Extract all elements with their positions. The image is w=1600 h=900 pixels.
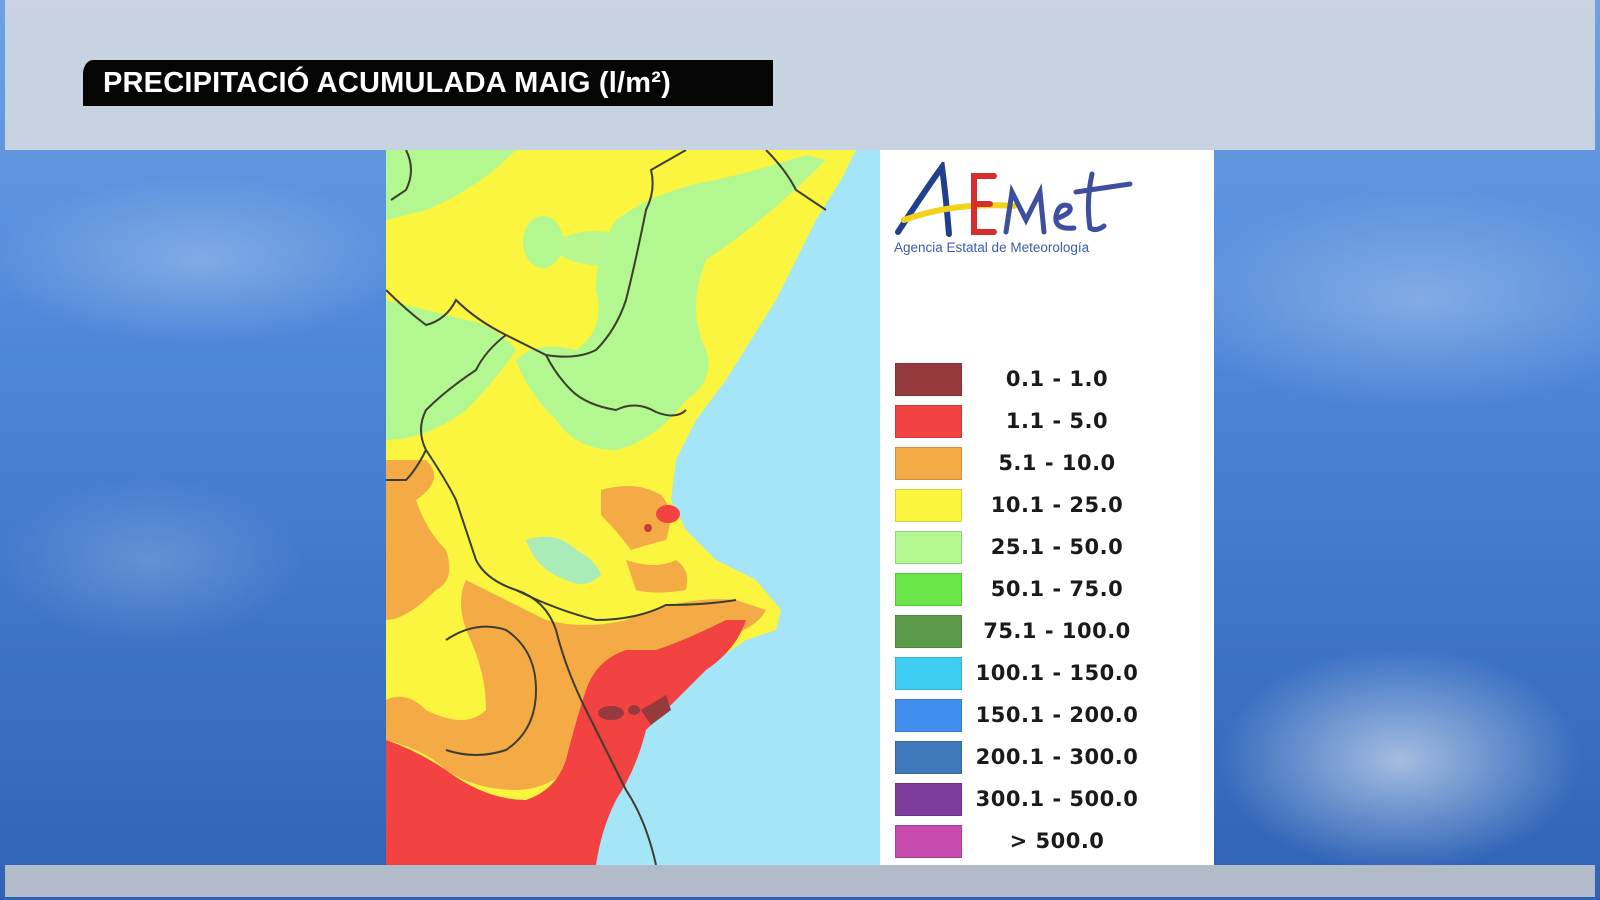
- legend-label: > 500.0: [1009, 829, 1105, 853]
- legend-item: 1.1 - 5.0: [895, 400, 1152, 442]
- legend-swatch: [895, 362, 962, 396]
- legend-swatch: [895, 404, 962, 438]
- precipitation-map: [386, 150, 880, 865]
- legend-label: 150.1 - 200.0: [975, 703, 1139, 727]
- legend-label: 1.1 - 5.0: [1005, 409, 1109, 433]
- legend-item: 25.1 - 50.0: [895, 526, 1152, 568]
- legend-swatch: [895, 656, 962, 690]
- footer-band: [5, 865, 1595, 897]
- aemet-subtitle: Agencia Estatal de Meteorología: [894, 240, 1090, 255]
- legend-item: 75.1 - 100.0: [895, 610, 1152, 652]
- legend-item: 300.1 - 500.0: [895, 778, 1152, 820]
- legend-label: 100.1 - 150.0: [975, 661, 1139, 685]
- legend-swatch: [895, 782, 962, 816]
- legend-label: 200.1 - 300.0: [975, 745, 1139, 769]
- legend-label: 50.1 - 75.0: [990, 577, 1124, 601]
- legend-swatch: [895, 740, 962, 774]
- legend: 0.1 - 1.0 1.1 - 5.0 5.1 - 10.0 10.1 - 25…: [895, 358, 1152, 862]
- legend-swatch: [895, 824, 962, 858]
- legend-swatch: [895, 572, 962, 606]
- page-title: PRECIPITACIÓ ACUMULADA MAIG (l/m²): [103, 66, 671, 99]
- legend-label: 5.1 - 10.0: [998, 451, 1116, 475]
- title-banner: PRECIPITACIÓ ACUMULADA MAIG (l/m²): [83, 60, 773, 106]
- legend-item: > 500.0: [895, 820, 1152, 862]
- legend-swatch: [895, 488, 962, 522]
- legend-item: 150.1 - 200.0: [895, 694, 1152, 736]
- aemet-logo: [895, 162, 1133, 237]
- legend-swatch: [895, 614, 962, 648]
- legend-item: 10.1 - 25.0: [895, 484, 1152, 526]
- legend-label: 10.1 - 25.0: [990, 493, 1124, 517]
- legend-item: 50.1 - 75.0: [895, 568, 1152, 610]
- legend-item: 5.1 - 10.0: [895, 442, 1152, 484]
- legend-item: 200.1 - 300.0: [895, 736, 1152, 778]
- legend-panel: Agencia Estatal de Meteorología 0.1 - 1.…: [880, 150, 1214, 865]
- legend-item: 0.1 - 1.0: [895, 358, 1152, 400]
- legend-label: 75.1 - 100.0: [983, 619, 1131, 643]
- legend-label: 0.1 - 1.0: [1005, 367, 1109, 391]
- legend-label: 25.1 - 50.0: [990, 535, 1124, 559]
- legend-item: 100.1 - 150.0: [895, 652, 1152, 694]
- legend-swatch: [895, 446, 962, 480]
- legend-swatch: [895, 530, 962, 564]
- legend-label: 300.1 - 500.0: [975, 787, 1139, 811]
- legend-swatch: [895, 698, 962, 732]
- map-graphic: [386, 150, 880, 865]
